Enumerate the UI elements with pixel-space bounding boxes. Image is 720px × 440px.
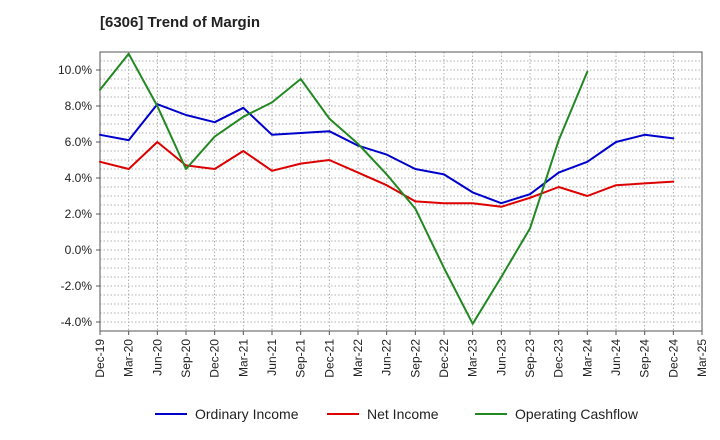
legend-label: Operating Cashflow bbox=[515, 406, 639, 422]
series-lines bbox=[99, 52, 675, 325]
x-tick-label: Jun-23 bbox=[494, 339, 508, 376]
y-tick-label: 2.0% bbox=[65, 207, 93, 221]
series-line-operating-cashflow bbox=[99, 52, 589, 325]
y-tick-label: 4.0% bbox=[65, 171, 93, 185]
x-tick-label: Mar-23 bbox=[466, 339, 480, 377]
x-tick-label: Dec-21 bbox=[322, 339, 336, 378]
y-tick-label: 8.0% bbox=[65, 99, 93, 113]
legend-label: Ordinary Income bbox=[195, 406, 299, 422]
x-tick-label: Dec-23 bbox=[552, 339, 566, 378]
x-tick-label: Jun-21 bbox=[265, 339, 279, 376]
plot-frame bbox=[99, 51, 703, 332]
y-tick-label: -2.0% bbox=[61, 279, 93, 293]
x-tick-label: Mar-24 bbox=[580, 339, 594, 377]
x-tick-label: Jun-24 bbox=[609, 339, 623, 376]
legend-item: Ordinary Income bbox=[155, 406, 299, 422]
x-tick-label: Jun-22 bbox=[380, 339, 394, 376]
x-tick-label: Dec-20 bbox=[208, 339, 222, 378]
x-tick-label: Sep-21 bbox=[294, 339, 308, 378]
x-tick-label: Dec-24 bbox=[666, 339, 680, 378]
x-tick-label: Sep-20 bbox=[179, 339, 193, 378]
series-line-net-income bbox=[99, 141, 675, 208]
x-tick-label: Sep-23 bbox=[523, 339, 537, 378]
x-tick-label: Dec-22 bbox=[437, 339, 451, 378]
x-tick-label: Sep-22 bbox=[408, 339, 422, 378]
legend-item: Operating Cashflow bbox=[475, 406, 639, 422]
y-tick-label: -4.0% bbox=[61, 315, 93, 329]
x-tick-label: Mar-20 bbox=[122, 339, 136, 377]
x-tick-label: Sep-24 bbox=[638, 339, 652, 378]
y-tick-label: 0.0% bbox=[65, 243, 93, 257]
legend-label: Net Income bbox=[367, 406, 439, 422]
x-tick-label: Dec-19 bbox=[93, 339, 107, 378]
x-tick-label: Mar-21 bbox=[236, 339, 250, 377]
x-tick-label: Jun-20 bbox=[150, 339, 164, 376]
y-tick-label: 10.0% bbox=[58, 63, 92, 77]
chart-title: [6306] Trend of Margin bbox=[100, 14, 261, 31]
series-line-ordinary-income bbox=[99, 103, 675, 205]
x-tick-label: Mar-25 bbox=[695, 339, 709, 377]
axes: -4.0% -2.0% 0.0% 2.0% 4.0% 6.0% 8.0% 10.0% Dec-1… bbox=[58, 51, 709, 378]
legend-item: Net Income bbox=[327, 406, 439, 422]
legend: Ordinary Income Net Income Operating Cashf… bbox=[155, 406, 639, 422]
y-tick-label: 6.0% bbox=[65, 135, 93, 149]
x-tick-label: Mar-22 bbox=[351, 339, 365, 377]
